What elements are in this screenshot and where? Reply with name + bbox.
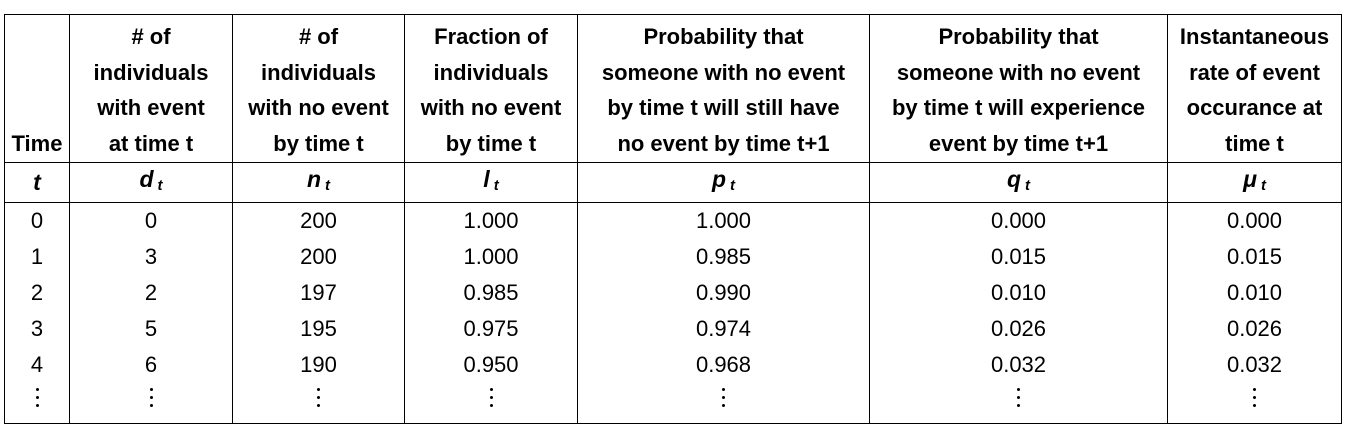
vertical-ellipsis-icon <box>149 388 153 412</box>
header-no-event-count: # of individuals with no event by time t <box>232 14 405 163</box>
table-cell: 4 <box>4 347 70 383</box>
header-events: # of individuals with event at time t <box>69 14 233 163</box>
header-survival-probability: Probability that someone with no event b… <box>577 14 870 163</box>
continuation-cell <box>232 383 405 424</box>
table-cell: 0.990 <box>577 275 870 311</box>
table-row: 2 2 197 0.985 0.990 0.010 0.010 <box>4 275 1342 311</box>
table-cell: 1 <box>4 239 70 275</box>
table-cell: 190 <box>232 347 405 383</box>
continuation-cell <box>869 383 1168 424</box>
header-event-probability: Probability that someone with no event b… <box>869 14 1168 163</box>
table-cell: 3 <box>69 239 233 275</box>
vertical-ellipsis-icon <box>317 388 321 412</box>
vertical-ellipsis-icon <box>1017 388 1021 412</box>
table-cell: 0.974 <box>577 311 870 347</box>
table-cell: 0 <box>4 202 70 239</box>
table-cell: 6 <box>69 347 233 383</box>
continuation-cell <box>69 383 233 424</box>
table-cell: 0.985 <box>404 275 578 311</box>
table-cell: 195 <box>232 311 405 347</box>
table-cell: 0.000 <box>869 202 1168 239</box>
table-cell: 197 <box>232 275 405 311</box>
table-cell: 0.950 <box>404 347 578 383</box>
table-cell: 200 <box>232 239 405 275</box>
table-cell: 0.032 <box>869 347 1168 383</box>
vertical-ellipsis-icon <box>722 388 726 412</box>
table-cell: 1.000 <box>404 202 578 239</box>
table-cell: 2 <box>4 275 70 311</box>
continuation-cell <box>4 383 70 424</box>
continuation-cell <box>404 383 578 424</box>
table-cell: 1.000 <box>577 202 870 239</box>
table-cell: 5 <box>69 311 233 347</box>
header-time: Time <box>4 14 70 163</box>
table-cell: 0.010 <box>1167 275 1342 311</box>
table-cell: 0.968 <box>577 347 870 383</box>
table-cell: 0.026 <box>1167 311 1342 347</box>
table-cell: 200 <box>232 202 405 239</box>
table-cell: 2 <box>69 275 233 311</box>
table-cell: 0.026 <box>869 311 1168 347</box>
vertical-ellipsis-icon <box>35 388 39 412</box>
continuation-cell <box>1167 383 1342 424</box>
symbol-t: t <box>4 162 70 203</box>
header-instantaneous-rate: Instantaneous rate of event occurance at… <box>1167 14 1342 163</box>
table-row: 3 5 195 0.975 0.974 0.026 0.026 <box>4 311 1342 347</box>
continuation-row <box>4 383 1342 424</box>
table-row: 0 0 200 1.000 1.000 0.000 0.000 <box>4 202 1342 239</box>
table-cell: 0.015 <box>869 239 1168 275</box>
table-cell: 0.015 <box>1167 239 1342 275</box>
table-cell: 0 <box>69 202 233 239</box>
table-row: 4 6 190 0.950 0.968 0.032 0.032 <box>4 347 1342 383</box>
header-row: Time # of individuals with event at time… <box>4 14 1342 163</box>
table-cell: 3 <box>4 311 70 347</box>
table-row: 1 3 200 1.000 0.985 0.015 0.015 <box>4 239 1342 275</box>
life-table: Time # of individuals with event at time… <box>4 14 1342 424</box>
table-cell: 1.000 <box>404 239 578 275</box>
table-cell: 0.975 <box>404 311 578 347</box>
continuation-cell <box>577 383 870 424</box>
table-cell: 0.032 <box>1167 347 1342 383</box>
vertical-ellipsis-icon <box>1253 388 1257 412</box>
table-cell: 0.010 <box>869 275 1168 311</box>
vertical-ellipsis-icon <box>489 388 493 412</box>
header-no-event-fraction: Fraction of individuals with no event by… <box>404 14 578 163</box>
table-cell: 0.985 <box>577 239 870 275</box>
table-cell: 0.000 <box>1167 202 1342 239</box>
